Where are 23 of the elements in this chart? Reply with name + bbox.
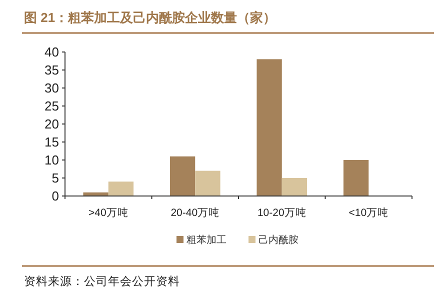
y-tick-label: 30	[44, 80, 59, 96]
x-tick-label: 20-40万吨	[170, 206, 220, 219]
bar	[108, 182, 134, 196]
chart-title: 图 21：粗苯加工及己内酰胺企业数量（家）	[24, 10, 276, 25]
x-tick-label: 10-20万吨	[257, 206, 306, 219]
bar	[170, 156, 196, 196]
text: 资料来源：公司年会公开资料	[24, 275, 180, 288]
x-tick-label: <10万吨	[348, 206, 389, 219]
y-tick-label: 10	[44, 152, 59, 168]
bar	[195, 170, 220, 196]
y-tick-label: 5	[52, 170, 59, 186]
y-tick-label: 40	[44, 44, 59, 60]
y-tick-label: 25	[44, 98, 59, 114]
y-tick-label: 15	[44, 134, 59, 150]
y-tick-label: 0	[52, 188, 59, 204]
legend-label: 粗苯加工	[186, 234, 226, 246]
y-tick-label: 35	[44, 62, 59, 78]
bar	[343, 160, 369, 196]
bar	[282, 178, 308, 196]
bar	[256, 59, 282, 196]
x-tick-label: >40万吨	[88, 206, 128, 219]
y-tick-label: 20	[44, 116, 59, 132]
legend-label: 己内酰胺	[258, 234, 298, 246]
